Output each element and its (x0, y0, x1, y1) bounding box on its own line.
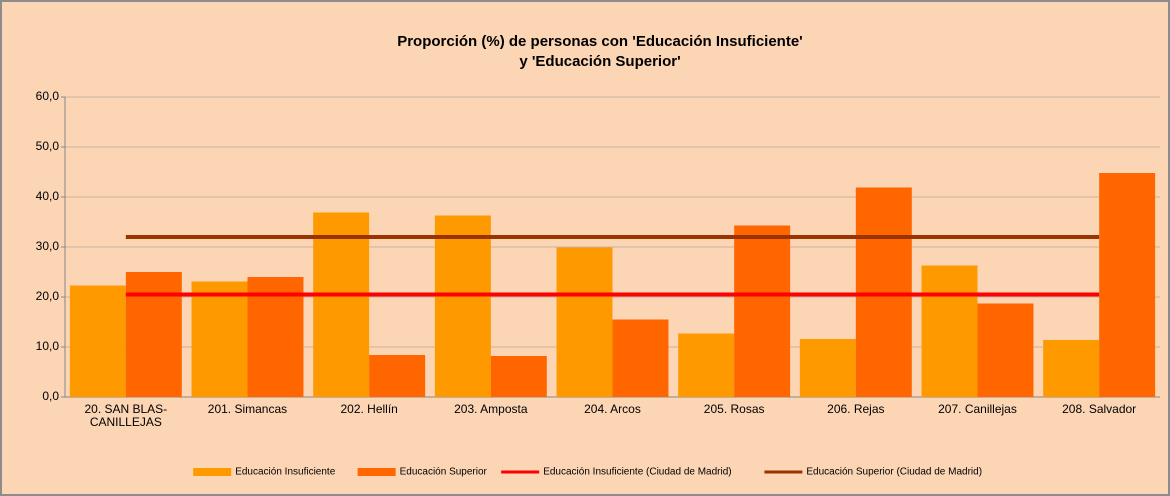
bar (313, 212, 370, 397)
bar (855, 187, 912, 397)
x-tick-label-box: 20. SAN BLAS-CANILLEJAS (84, 403, 168, 429)
bar (369, 355, 426, 397)
bar (125, 272, 182, 397)
bar (921, 265, 978, 397)
x-tick-label: 206. Rejas (827, 403, 885, 416)
y-tick-label: 40,0 (36, 189, 60, 203)
x-tick-label-box: 201. Simancas (207, 403, 288, 416)
bar (1043, 340, 1100, 397)
x-tick-label: 208. Salvador (1062, 403, 1137, 416)
y-tick-label: 50,0 (36, 139, 60, 153)
y-tick-label: 10,0 (36, 339, 60, 353)
x-tick-label-box: 206. Rejas (827, 403, 885, 416)
legend-label: Educación Superior (400, 467, 488, 478)
legend-label: Educación Superior (Ciudad de Madrid) (806, 467, 982, 478)
y-tick-label: 30,0 (36, 239, 60, 253)
chart-title: Proporción (%) de personas con 'Educació… (397, 33, 803, 50)
bar (734, 225, 791, 397)
bar (69, 285, 126, 397)
x-tick-label: 204. Arcos (584, 403, 641, 416)
bar (490, 356, 547, 397)
bar (247, 277, 304, 397)
bar (434, 215, 491, 397)
bar (678, 333, 735, 397)
bar (191, 281, 248, 397)
bar (556, 247, 613, 397)
bar (977, 303, 1034, 397)
x-tick-label: 203. Amposta (454, 403, 528, 416)
chart-title: y 'Educación Superior' (519, 53, 680, 70)
legend-swatch (357, 468, 396, 476)
x-tick-label-box: 208. Salvador (1062, 403, 1137, 416)
x-tick-label: 205. Rosas (703, 403, 765, 416)
y-tick-label: 20,0 (36, 289, 60, 303)
legend-swatch (193, 468, 232, 476)
x-tick-label-box: 202. Hellín (340, 403, 398, 416)
x-tick-label: 202. Hellín (340, 403, 398, 416)
x-tick-label-box: 204. Arcos (584, 403, 641, 416)
bar (1099, 173, 1156, 397)
x-tick-label-box: 203. Amposta (454, 403, 528, 416)
bar (799, 339, 856, 397)
x-tick-label: 207. Canillejas (938, 403, 1017, 416)
x-tick-label-box: 205. Rosas (703, 403, 765, 416)
bar (612, 319, 669, 397)
y-tick-label: 0,0 (42, 389, 59, 403)
y-tick-label: 60,0 (36, 89, 60, 103)
x-tick-label-box: 207. Canillejas (938, 403, 1017, 416)
x-tick-label: 20. SAN BLAS-CANILLEJAS (84, 403, 168, 429)
legend-label: Educación Insuficiente (Ciudad de Madrid… (543, 467, 731, 478)
legend-label: Educación Insuficiente (235, 467, 336, 478)
x-tick-label: 201. Simancas (207, 403, 288, 416)
